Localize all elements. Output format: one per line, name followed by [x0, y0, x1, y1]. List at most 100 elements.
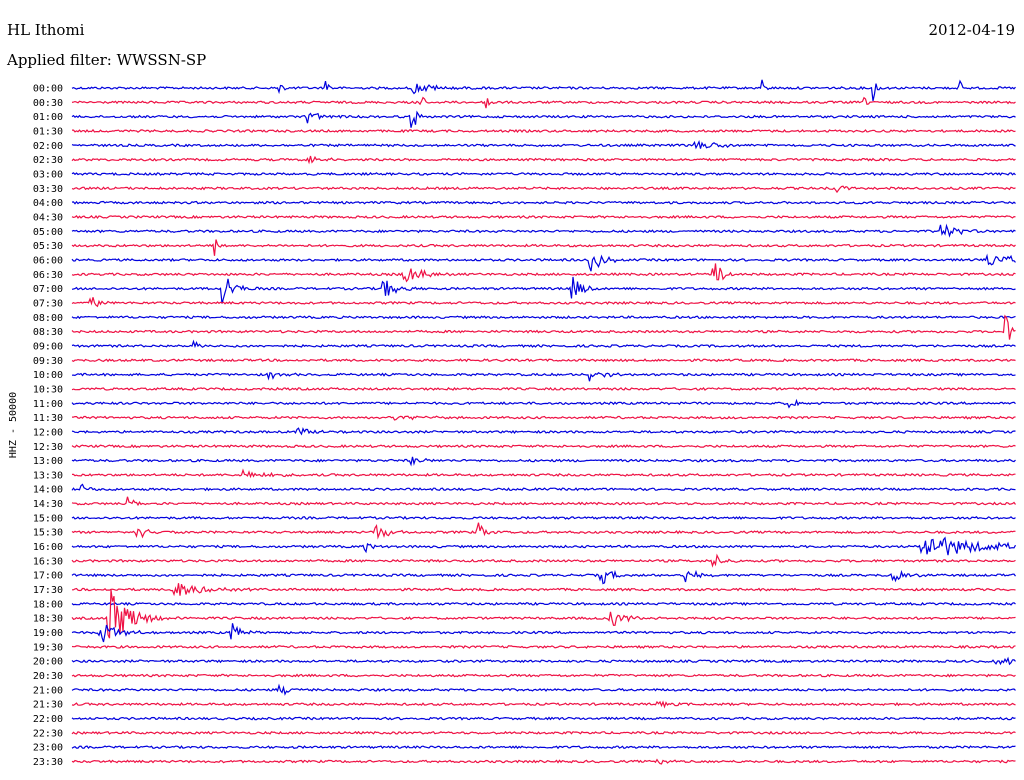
row-label: 17:00 [33, 571, 63, 582]
trace-line [71, 171, 1016, 176]
row-label: 14:00 [33, 485, 63, 496]
row-label: 22:00 [33, 714, 63, 725]
trace-line [71, 386, 1016, 391]
trace-line [71, 239, 1016, 256]
row-label: 15:00 [33, 513, 63, 524]
row-label: 16:00 [33, 542, 63, 553]
trace-line [71, 253, 1016, 272]
row-label: 01:30 [33, 126, 63, 137]
trace-line [72, 468, 1016, 479]
trace-line [71, 427, 1016, 436]
row-label: 16:30 [33, 556, 63, 567]
row-label: 20:30 [33, 671, 63, 682]
row-label: 08:00 [33, 313, 63, 324]
row-label: 23:30 [33, 757, 63, 768]
trace-line [71, 515, 1016, 520]
row-label: 04:30 [33, 212, 63, 223]
row-label: 07:00 [33, 284, 63, 295]
trace-line [72, 583, 1016, 597]
row-label: 13:00 [33, 456, 63, 467]
trace-rows [71, 79, 1017, 765]
channel-label: HHZ - 50000 [8, 392, 19, 458]
trace-line [71, 623, 1016, 643]
row-label: 02:00 [33, 141, 63, 152]
trace-line [71, 200, 1016, 205]
row-label: 00:30 [33, 98, 63, 109]
trace-line [71, 155, 1016, 165]
trace-line [71, 589, 1016, 639]
row-label: 02:30 [33, 155, 63, 166]
row-label: 14:30 [33, 499, 63, 510]
trace-line [71, 96, 1016, 109]
trace-line [71, 700, 1016, 709]
trace-line [71, 339, 1016, 349]
row-label: 05:30 [33, 241, 63, 252]
trace-line [71, 456, 1016, 467]
trace-line [71, 263, 1016, 283]
trace-line [71, 683, 1016, 696]
row-label: 11:30 [33, 413, 63, 424]
row-label: 10:30 [33, 384, 63, 395]
row-label: 20:00 [33, 657, 63, 668]
trace-line [71, 730, 1016, 735]
trace-line [71, 444, 1016, 449]
row-label: 07:30 [33, 298, 63, 309]
row-label: 06:00 [33, 255, 63, 266]
row-label: 15:30 [33, 528, 63, 539]
row-label: 17:30 [33, 585, 63, 596]
trace-line [71, 139, 1016, 150]
trace-line [71, 553, 1016, 568]
date-label: 2012-04-19 [928, 21, 1015, 39]
trace-line [71, 656, 1016, 666]
row-label: 09:00 [33, 341, 63, 352]
row-label: 12:30 [33, 442, 63, 453]
row-label: 12:00 [33, 427, 63, 438]
trace-line [71, 496, 1016, 507]
trace-line [71, 673, 1016, 678]
row-label: 22:30 [33, 728, 63, 739]
trace-line [71, 601, 1016, 607]
trace-line [71, 522, 1016, 540]
row-label: 23:00 [33, 743, 63, 754]
row-label: 19:30 [33, 642, 63, 653]
trace-line [71, 745, 1016, 750]
trace-line [71, 214, 1016, 219]
row-label: 21:30 [33, 700, 63, 711]
station-title: HL Ithomi [7, 21, 85, 39]
row-label: 13:30 [33, 470, 63, 481]
trace-line [72, 128, 1016, 134]
trace-line [71, 569, 1016, 585]
trace-line [71, 110, 1016, 128]
row-label: 11:00 [33, 399, 63, 410]
trace-line [71, 297, 1016, 308]
row-label: 21:00 [33, 685, 63, 696]
row-label: 01:00 [33, 112, 63, 123]
row-label: 03:00 [33, 169, 63, 180]
row-label: 03:30 [33, 184, 63, 195]
row-label: 18:00 [33, 599, 63, 610]
trace-line [71, 79, 1016, 102]
trace-line [71, 276, 1016, 304]
row-label: 09:30 [33, 356, 63, 367]
filter-label: Applied filter: WWSSN-SP [7, 51, 207, 69]
row-label: 08:30 [33, 327, 63, 338]
trace-line [71, 483, 1016, 492]
trace-line [71, 372, 1016, 382]
row-label: 00:00 [33, 84, 63, 95]
trace-line [71, 185, 1016, 194]
row-label: 18:30 [33, 614, 63, 625]
trace-line [71, 398, 1016, 409]
trace-line [71, 758, 1016, 765]
trace-line [71, 314, 1016, 340]
row-labels: 00:00 00:30 01:00 01:30 02:00 02:30 03:00 03:30… [33, 84, 63, 769]
trace-line [71, 716, 1016, 721]
row-label: 10:00 [33, 370, 63, 381]
row-label: 05:00 [33, 227, 63, 238]
row-label: 04:00 [33, 198, 63, 209]
trace-line [71, 644, 1016, 649]
trace-line [71, 358, 1016, 363]
row-label: 06:30 [33, 270, 63, 281]
trace-line [71, 315, 1016, 320]
trace-line [71, 223, 1016, 238]
